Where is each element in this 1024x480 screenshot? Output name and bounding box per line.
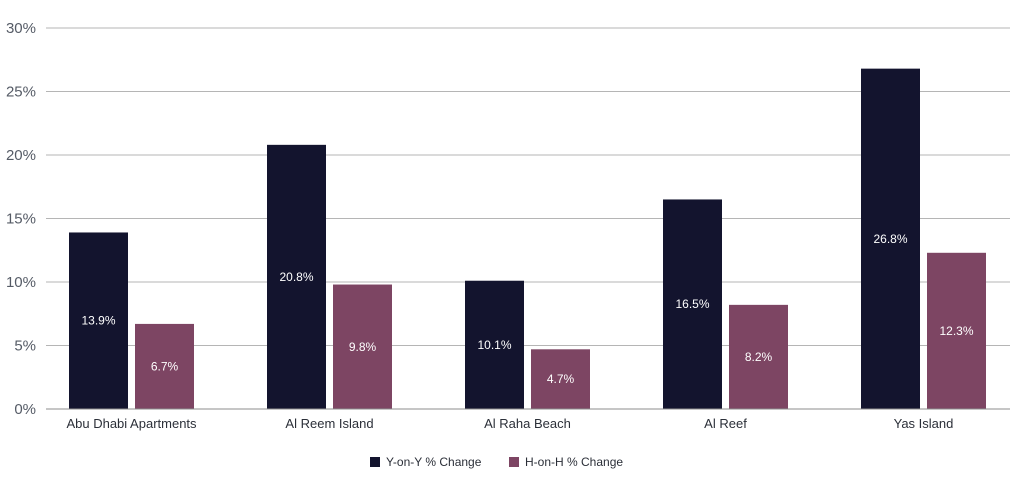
data-label: 9.8% — [349, 340, 377, 354]
y-tick-label: 0% — [14, 401, 36, 418]
y-tick-label: 5% — [14, 338, 36, 355]
data-label: 12.3% — [939, 324, 973, 338]
x-tick-label: Al Raha Beach — [484, 416, 571, 431]
y-tick-label: 25% — [6, 84, 36, 101]
data-label: 6.7% — [151, 359, 179, 373]
bar — [267, 144, 326, 409]
data-label: 13.9% — [81, 314, 115, 328]
x-tick-label: Al Reem Island — [285, 416, 373, 431]
legend-swatch — [370, 457, 380, 467]
data-label: 16.5% — [675, 297, 709, 311]
x-tick-label: Yas Island — [894, 416, 954, 431]
x-tick-label: Abu Dhabi Apartments — [66, 416, 197, 431]
bar — [531, 349, 590, 409]
bar — [135, 323, 194, 409]
y-tick-label: 10% — [6, 274, 36, 291]
bar — [69, 232, 128, 409]
bar — [861, 68, 920, 409]
bar — [729, 304, 788, 409]
data-label: 20.8% — [279, 270, 313, 284]
y-tick-label: 20% — [6, 147, 36, 164]
data-label: 4.7% — [547, 372, 575, 386]
legend-label: H-on-H % Change — [525, 455, 623, 469]
x-tick-label: Al Reef — [704, 416, 747, 431]
bar — [333, 284, 392, 409]
data-label: 10.1% — [477, 338, 511, 352]
legend-label: Y-on-Y % Change — [386, 455, 482, 469]
bar — [927, 252, 986, 409]
y-tick-label: 30% — [6, 20, 36, 37]
legend-swatch — [509, 457, 519, 467]
data-label: 26.8% — [873, 232, 907, 246]
data-label: 8.2% — [745, 350, 773, 364]
y-tick-label: 15% — [6, 211, 36, 228]
bar — [465, 280, 524, 409]
bar — [663, 199, 722, 409]
